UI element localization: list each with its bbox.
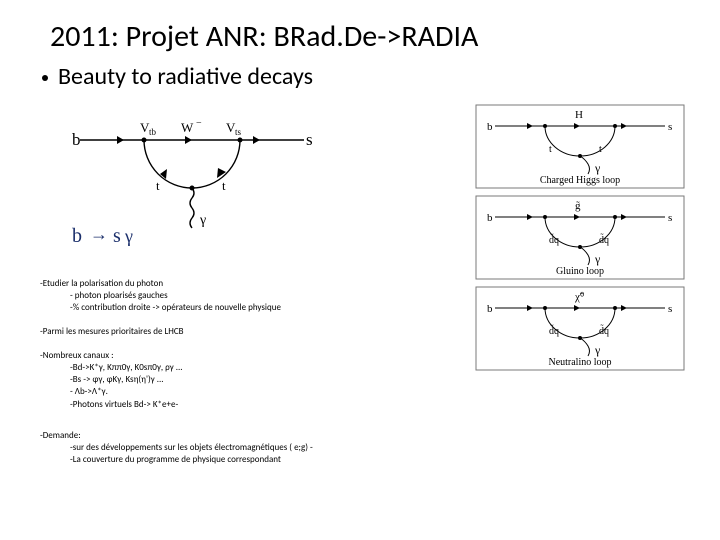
svg-text:s: s	[668, 303, 672, 315]
svg-text:d̃q: d̃q	[549, 233, 559, 246]
text-line: -La couverture du programme de physique …	[40, 454, 313, 466]
side-diagram-0: b s H t t γ Charged Higgs loop	[475, 104, 685, 189]
svg-text:b: b	[487, 121, 493, 133]
svg-text:t: t	[549, 144, 552, 155]
bullet-dot	[42, 75, 48, 81]
text-line: -Bs -> φγ, φKγ, Ksη(η')γ ...	[40, 374, 183, 386]
svg-text:χ̃⁰: χ̃⁰	[574, 291, 585, 303]
process-s: s	[113, 225, 121, 247]
label-s-right: s	[306, 130, 313, 149]
svg-text:Neutralino loop: Neutralino loop	[548, 357, 611, 368]
subtitle-text: Beauty to radiative decays	[58, 62, 313, 91]
label-t2: t	[222, 178, 226, 193]
svg-text:γ: γ	[594, 161, 601, 175]
svg-text:d̃q: d̃q	[599, 233, 609, 246]
text-line: - photon ploarisés gauches	[40, 290, 281, 302]
label-vts-sub: ts	[235, 127, 242, 137]
svg-text:b: b	[487, 303, 493, 315]
text-block-1: -Parmi les mesures prioritaires de LHCB	[40, 326, 184, 338]
svg-text:t: t	[599, 144, 602, 155]
text-line: -Bd->K*γ, Kππ0γ, K0sπ0γ, ργ ...	[40, 362, 183, 374]
subtitle-bullet: Beauty to radiative decays	[42, 62, 313, 91]
text-line: -sur des développements sur les objets é…	[40, 442, 313, 454]
label-w: W	[181, 120, 194, 135]
label-vtb-sub: tb	[149, 127, 157, 137]
svg-text:s: s	[668, 212, 672, 224]
text-line: -% contribution droite -> opérateurs de …	[40, 302, 281, 314]
process-b: b	[72, 225, 82, 247]
label-w-sup: −	[196, 118, 202, 129]
label-t1: t	[156, 178, 160, 193]
side-diagram-1: b s g̃ d̃q d̃q γ Gluino loop	[475, 195, 685, 280]
label-b-left: b	[72, 130, 81, 149]
text-line: -Demande:	[40, 430, 313, 442]
text-line: -Photons virtuels Bd-> K*e+e-	[40, 399, 183, 411]
svg-text:Charged Higgs loop: Charged Higgs loop	[540, 175, 620, 186]
svg-text:b: b	[487, 212, 493, 224]
text-line: -Parmi les mesures prioritaires de LHCB	[40, 326, 184, 338]
slide-title: 2011: Projet ANR: BRad.De->RADIA	[50, 18, 478, 55]
svg-text:d̃q: d̃q	[549, 324, 559, 337]
text-block-0: -Etudier la polarisation du photon- phot…	[40, 278, 281, 314]
text-line: - Λb->Λ*γ.	[40, 386, 183, 398]
text-line: -Nombreux canaux :	[40, 350, 183, 362]
svg-text:s: s	[668, 121, 672, 133]
side-diagram-2: b s χ̃⁰ d̃q d̃q γ Neutralino loop	[475, 286, 685, 371]
process-gamma: γ	[124, 226, 133, 246]
svg-text:g̃: g̃	[575, 200, 581, 212]
svg-text:H: H	[575, 109, 583, 121]
label-gamma: γ	[199, 213, 206, 228]
text-line: -Etudier la polarisation du photon	[40, 278, 281, 290]
text-block-3: -Demande:-sur des développements sur les…	[40, 430, 313, 466]
main-feynman-diagram: b s V tb W − V ts t t γ b → s γ	[68, 112, 316, 252]
svg-text:d̃q: d̃q	[599, 324, 609, 337]
text-block-2: -Nombreux canaux :-Bd->K*γ, Kππ0γ, K0sπ0…	[40, 350, 183, 411]
svg-text:γ: γ	[594, 252, 601, 266]
process-arrow: →	[90, 224, 108, 244]
svg-text:γ: γ	[594, 343, 601, 357]
svg-text:Gluino loop: Gluino loop	[556, 266, 604, 277]
